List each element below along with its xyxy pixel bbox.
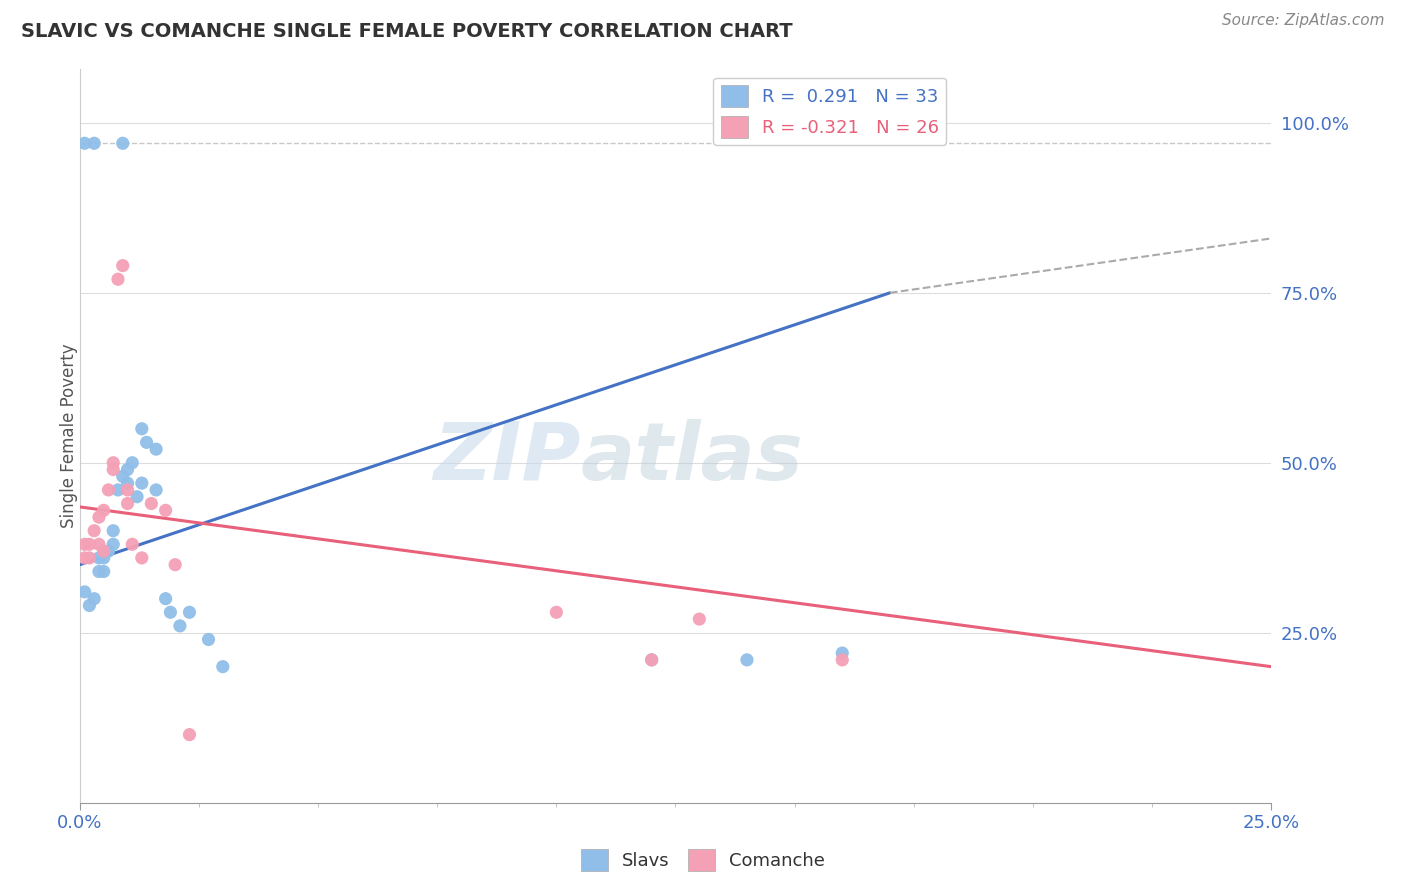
Point (135, 435, 157, 450)
Legend: R =  0.291   N = 33, R = -0.321   N = 26: R = 0.291 N = 33, R = -0.321 N = 26 (713, 78, 946, 145)
Point (103, 524, 125, 538)
Text: Source: ZipAtlas.com: Source: ZipAtlas.com (1222, 13, 1385, 29)
Point (103, 462, 125, 476)
Point (640, 653, 662, 667)
Point (117, 462, 139, 476)
Point (73, 537, 96, 551)
Point (688, 612, 710, 626)
Point (125, 490, 148, 504)
Point (831, 646, 853, 660)
Point (179, 605, 201, 619)
Point (111, 469, 134, 483)
Point (83, 591, 105, 606)
Point (73, 136, 96, 151)
Point (87, 537, 110, 551)
Point (107, 272, 129, 286)
Point (111, 136, 134, 151)
Point (93, 550, 115, 565)
Point (117, 496, 139, 510)
Point (111, 259, 134, 273)
Point (83, 524, 105, 538)
Legend: Slavs, Comanche: Slavs, Comanche (574, 842, 832, 879)
Text: ZIP: ZIP (433, 418, 581, 497)
Point (97, 483, 120, 497)
Point (179, 728, 201, 742)
Point (121, 456, 143, 470)
Text: SLAVIC VS COMANCHE SINGLE FEMALE POVERTY CORRELATION CHART: SLAVIC VS COMANCHE SINGLE FEMALE POVERTY… (21, 22, 793, 41)
Point (79, 550, 101, 565)
Point (79, 599, 101, 613)
Point (735, 653, 758, 667)
Point (103, 537, 125, 551)
Point (83, 136, 105, 151)
Point (131, 476, 153, 491)
Point (93, 565, 115, 579)
Point (141, 496, 163, 510)
Point (73, 585, 96, 599)
Point (155, 591, 177, 606)
Point (155, 503, 177, 517)
Point (93, 503, 115, 517)
Point (197, 632, 219, 647)
Y-axis label: Single Female Poverty: Single Female Poverty (60, 343, 77, 528)
Point (121, 537, 143, 551)
Point (93, 544, 115, 558)
Point (546, 605, 568, 619)
Point (169, 619, 191, 633)
Point (79, 537, 101, 551)
Point (73, 550, 96, 565)
Point (87, 550, 110, 565)
Point (159, 605, 181, 619)
Point (145, 442, 167, 457)
Point (97, 544, 120, 558)
Point (640, 653, 662, 667)
Point (131, 422, 153, 436)
Point (117, 483, 139, 497)
Point (117, 476, 139, 491)
Point (87, 565, 110, 579)
Point (211, 659, 233, 673)
Point (165, 558, 187, 572)
Point (87, 510, 110, 524)
Point (145, 483, 167, 497)
Point (831, 653, 853, 667)
Text: atlas: atlas (581, 418, 803, 497)
Point (103, 456, 125, 470)
Point (107, 483, 129, 497)
Point (131, 550, 153, 565)
